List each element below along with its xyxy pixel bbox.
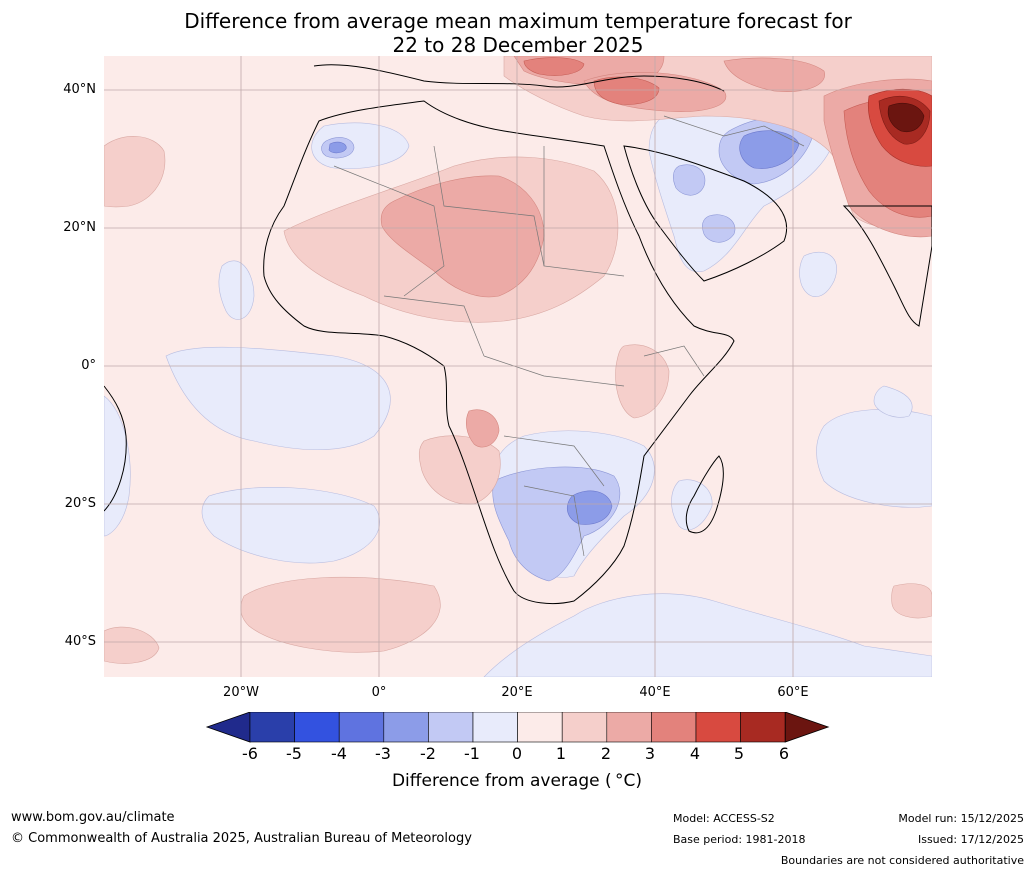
colorbar bbox=[205, 712, 830, 743]
colorbar-tick: -4 bbox=[331, 744, 347, 763]
footer-issued: Issued: 17/12/2025 bbox=[917, 833, 1024, 846]
anomaly-region bbox=[240, 576, 441, 653]
border-line bbox=[333, 165, 445, 297]
colorbar-segment bbox=[428, 712, 474, 743]
anomaly-region bbox=[873, 385, 913, 418]
footer-copyright: © Commonwealth of Australia 2025, Austra… bbox=[11, 831, 472, 846]
border-line bbox=[523, 485, 585, 557]
footer-url[interactable]: www.bom.gov.au/climate bbox=[11, 810, 175, 825]
europe-coastline bbox=[313, 64, 725, 92]
anomaly-region bbox=[671, 479, 713, 531]
colorbar-tick: -2 bbox=[420, 744, 436, 763]
chart-title: Difference from average mean maximum tem… bbox=[104, 9, 932, 57]
colorbar-tick: -5 bbox=[286, 744, 302, 763]
colorbar-segment bbox=[338, 712, 385, 743]
lon-label-40e: 40°E bbox=[639, 685, 671, 700]
anomaly-region bbox=[615, 344, 670, 419]
border-line bbox=[663, 115, 805, 147]
anomaly-region bbox=[380, 175, 545, 298]
lat-label-40s: 40°S bbox=[64, 634, 96, 649]
lat-label-20s: 20°S bbox=[64, 496, 96, 511]
graticule bbox=[104, 56, 932, 677]
border-line bbox=[433, 145, 545, 267]
colorbar-tick: -6 bbox=[242, 744, 258, 763]
colorbar-segment bbox=[740, 712, 786, 743]
colorbar-segment bbox=[561, 712, 608, 743]
anomaly-region bbox=[104, 626, 160, 664]
anomaly-region bbox=[104, 395, 131, 537]
country-borders bbox=[333, 115, 805, 557]
colorbar-tick: 3 bbox=[644, 744, 656, 763]
colorbar-segment bbox=[294, 712, 340, 743]
footer-base-period: Base period: 1981-2018 bbox=[673, 833, 806, 846]
lon-label-60e: 60°E bbox=[777, 685, 809, 700]
anomaly-region bbox=[328, 141, 347, 154]
anomaly-region bbox=[566, 490, 613, 525]
colorbar-arrow-low bbox=[205, 712, 251, 743]
title-line-2: 22 to 28 December 2025 bbox=[392, 33, 644, 57]
colorbar-segment bbox=[606, 712, 652, 743]
lon-label-0: 0° bbox=[371, 685, 387, 700]
colorbar-segment bbox=[651, 712, 697, 743]
madagascar-coastline bbox=[685, 455, 724, 534]
colorbar-tick: -3 bbox=[375, 744, 391, 763]
colorbar-segment bbox=[695, 712, 741, 743]
warm-anomaly-peak bbox=[887, 103, 925, 133]
anomaly-region bbox=[887, 103, 925, 133]
lat-label-0: 0° bbox=[81, 358, 96, 373]
colorbar-tick: 6 bbox=[778, 744, 790, 763]
colorbar-tick: 5 bbox=[733, 744, 745, 763]
anomaly-region bbox=[891, 583, 932, 619]
colorbar-tick: -1 bbox=[464, 744, 480, 763]
anomaly-region bbox=[201, 487, 380, 564]
colorbar-segment bbox=[472, 712, 518, 743]
lat-label-40n: 40°N bbox=[63, 82, 96, 97]
border-line bbox=[543, 146, 625, 277]
anomaly-region bbox=[673, 164, 706, 196]
india-coastline bbox=[842, 205, 932, 327]
lon-label-20w: 20°W bbox=[223, 685, 259, 700]
americas-coastline bbox=[104, 385, 127, 512]
anomaly-region bbox=[104, 136, 166, 208]
colorbar-segment bbox=[249, 712, 295, 743]
anomaly-region bbox=[483, 593, 932, 677]
anomaly-region bbox=[799, 251, 837, 297]
anomaly-region bbox=[218, 260, 255, 320]
anomaly-region bbox=[702, 214, 736, 243]
anomaly-region bbox=[165, 346, 391, 451]
border-line bbox=[503, 435, 605, 487]
colorbar-arrow-high bbox=[784, 712, 830, 743]
footer-disclaimer: Boundaries are not considered authoritat… bbox=[780, 854, 1024, 867]
coastlines bbox=[104, 64, 932, 605]
colorbar-tick: 1 bbox=[555, 744, 567, 763]
lon-label-20e: 20°E bbox=[501, 685, 533, 700]
anomaly-region bbox=[816, 409, 932, 508]
anomaly-region bbox=[723, 57, 825, 92]
border-line bbox=[483, 355, 625, 387]
border-line bbox=[383, 295, 485, 357]
anomaly-region bbox=[492, 466, 621, 582]
africa-coastline bbox=[263, 100, 735, 605]
anomaly-region bbox=[523, 57, 585, 76]
map-canvas bbox=[104, 56, 932, 677]
footer-model: Model: ACCESS-S2 bbox=[673, 812, 775, 825]
anomaly-region bbox=[465, 409, 500, 448]
forecast-map[interactable] bbox=[104, 56, 932, 677]
title-line-1: Difference from average mean maximum tem… bbox=[184, 9, 852, 33]
colorbar-segment bbox=[517, 712, 563, 743]
colorbar-tick: 4 bbox=[689, 744, 701, 763]
lat-label-20n: 20°N bbox=[63, 220, 96, 235]
colorbar-segment bbox=[383, 712, 429, 743]
colorbar-tick: 0 bbox=[511, 744, 523, 763]
colorbar-tick: 2 bbox=[600, 744, 612, 763]
footer-model-run: Model run: 15/12/2025 bbox=[898, 812, 1024, 825]
colorbar-title: Difference from average ( °C) bbox=[391, 771, 643, 791]
